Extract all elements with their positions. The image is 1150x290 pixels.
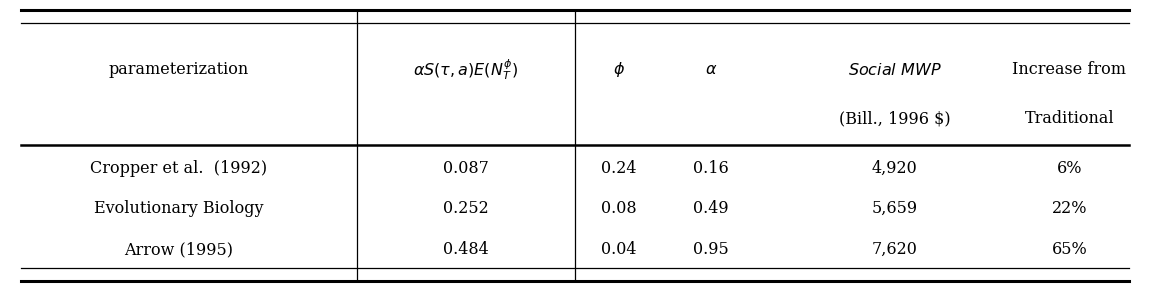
Text: Increase from: Increase from <box>1012 61 1127 78</box>
Text: 0.04: 0.04 <box>601 241 636 258</box>
Text: Arrow (1995): Arrow (1995) <box>124 241 232 258</box>
Text: 0.16: 0.16 <box>692 160 729 177</box>
Text: 0.49: 0.49 <box>693 200 728 217</box>
Text: $\alpha S(\tau, a)E(N_T^{\phi})$: $\alpha S(\tau, a)E(N_T^{\phi})$ <box>413 57 519 82</box>
Text: Cropper et al.  (1992): Cropper et al. (1992) <box>90 160 267 177</box>
Text: 65%: 65% <box>1051 241 1088 258</box>
Text: 7,620: 7,620 <box>872 241 918 258</box>
Text: 0.484: 0.484 <box>443 241 489 258</box>
Text: Evolutionary Biology: Evolutionary Biology <box>93 200 263 217</box>
Text: $\alpha$: $\alpha$ <box>705 62 716 77</box>
Text: 0.95: 0.95 <box>692 241 729 258</box>
Text: 0.08: 0.08 <box>601 200 636 217</box>
Text: 22%: 22% <box>1052 200 1087 217</box>
Text: (Bill., 1996 $): (Bill., 1996 $) <box>838 110 951 127</box>
Text: parameterization: parameterization <box>108 61 248 78</box>
Text: $\phi$: $\phi$ <box>613 60 624 79</box>
Text: 0.24: 0.24 <box>601 160 636 177</box>
Text: 6%: 6% <box>1057 160 1082 177</box>
Text: $\mathit{Social\ MWP}$: $\mathit{Social\ MWP}$ <box>848 61 942 78</box>
Text: 5,659: 5,659 <box>872 200 918 217</box>
Text: 0.252: 0.252 <box>443 200 489 217</box>
Text: Traditional: Traditional <box>1025 110 1114 127</box>
Text: 0.087: 0.087 <box>443 160 489 177</box>
Text: 4,920: 4,920 <box>872 160 918 177</box>
